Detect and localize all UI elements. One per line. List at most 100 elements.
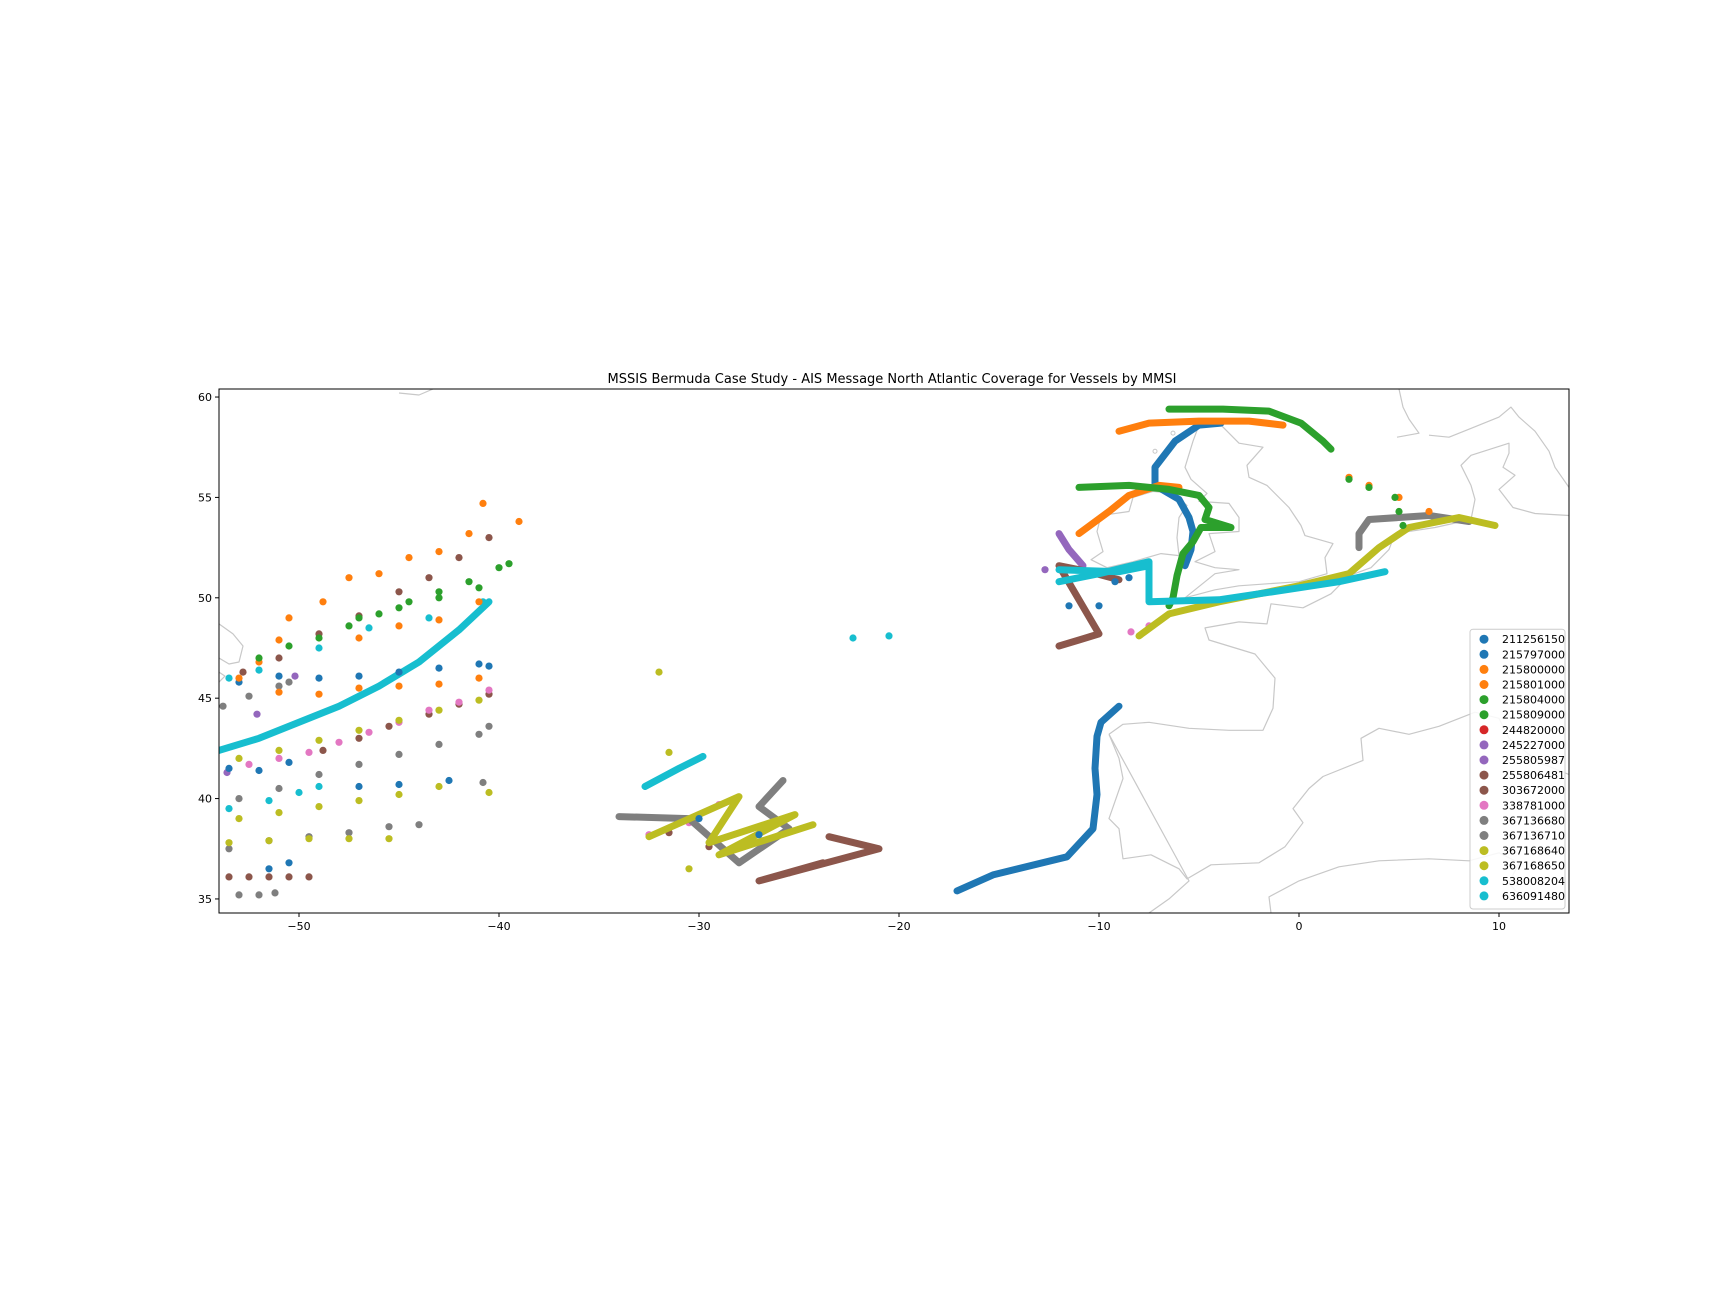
series-303672000-point-13 — [319, 746, 327, 755]
series-215800000-extra-2-point-10 — [479, 499, 487, 507]
series-367136680-point-16 — [355, 760, 363, 769]
series-211256150-extra-1-point-15 — [265, 865, 273, 873]
coastline-8 — [219, 623, 244, 665]
legend-marker-215797000 — [1479, 649, 1489, 659]
series-211256150-extra-1-point-0 — [225, 764, 233, 773]
plot-frame — [218, 388, 1570, 914]
series-538008204-extra-0-point-6 — [225, 674, 233, 682]
series-215809000-extra-3-point-18 — [1399, 521, 1407, 530]
series-303672000-point-1 — [245, 873, 253, 881]
series-367168640-point-18 — [485, 788, 493, 797]
series-367136680-point-6 — [219, 702, 227, 710]
series-367168640-point-6 — [275, 746, 283, 755]
series-245227000-track-0 — [1055, 530, 1087, 570]
series-215800000-track-0 — [1115, 417, 1287, 435]
island-1 — [959, 943, 963, 947]
legend-marker-367168650 — [1479, 861, 1489, 871]
legend-marker-245227000 — [1479, 740, 1489, 750]
series-538008204-extra-0-point-5 — [315, 782, 323, 791]
series-215809000-extra-3-point-10 — [395, 604, 403, 612]
x-axis: −50 −40 −30 −20 −10 0 10 — [287, 913, 1506, 933]
series-255805987-point-2 — [291, 672, 299, 680]
legend-label-367136680: 367136680 — [1502, 814, 1565, 827]
series-367136680-point-0 — [225, 845, 233, 853]
coastline-0 — [1108, 442, 1569, 735]
series-338781000-point-3 — [335, 738, 343, 746]
x-tick-label-10: 10 — [1492, 920, 1506, 933]
series-367168640-point-12 — [235, 815, 243, 823]
series-338781000-point-0 — [245, 760, 253, 769]
series-215800000-extra-2-point-20 — [435, 680, 443, 688]
series-367136680-point-21 — [479, 778, 487, 787]
legend-marker-303672000 — [1479, 785, 1489, 795]
series-215800000-extra-2-point-4 — [319, 598, 327, 606]
legend-marker-636091480 — [1479, 891, 1489, 901]
series-338781000-point-2 — [305, 748, 313, 757]
series-367136680-point-11 — [255, 891, 263, 899]
series-367168640-point-1 — [265, 837, 273, 845]
legend-label-215809000: 215809000 — [1502, 709, 1565, 722]
y-tick-label-50: 50 — [198, 592, 212, 605]
series-303672000-point-4 — [305, 873, 313, 881]
series-367168640-point-9 — [395, 716, 403, 724]
series-538008204-track-0 — [219, 598, 493, 754]
series-211256150-extra-1-point-7 — [275, 672, 283, 680]
series-215809000-extra-3-point-15 — [1365, 483, 1373, 491]
series-215800000-extra-2-point-8 — [435, 548, 443, 556]
series-338781000-point-7 — [455, 698, 463, 706]
series-367136680-point-14 — [275, 784, 283, 793]
series-338781000-point-8 — [485, 686, 493, 694]
series-367136680-point-8 — [275, 682, 283, 690]
series-303672000-point-9 — [395, 588, 403, 596]
series-367168640-point-7 — [315, 736, 323, 744]
y-tick-label-60: 60 — [198, 391, 212, 404]
series-367136680-point-12 — [271, 889, 279, 897]
series-367168640-point-8 — [355, 726, 363, 734]
series-538008204-extra-0-point-1 — [885, 632, 893, 640]
series-255806481-track-1 — [755, 833, 883, 885]
x-tick-label--10: −10 — [1087, 920, 1110, 933]
legend-marker-215800000 — [1479, 664, 1489, 674]
legend-marker-367136710 — [1479, 831, 1489, 840]
series-367168640-point-20 — [665, 748, 673, 757]
series-215809000-extra-3-point-17 — [1395, 507, 1403, 516]
series-211256150-extra-1-point-8 — [315, 674, 323, 682]
series-211256150-extra-1-point-10 — [395, 668, 403, 676]
series-367168640-point-16 — [395, 790, 403, 799]
series-211256150-extra-1-point-2 — [285, 758, 293, 767]
y-tick-label-55: 55 — [198, 491, 212, 504]
series-211256150-extra-1-point-9 — [355, 672, 363, 680]
coastline-9 — [219, 671, 226, 683]
series-215809000-extra-3-point-6 — [435, 588, 443, 596]
y-axis: 35 40 45 50 55 60 — [198, 391, 219, 906]
series-367168640-point-3 — [345, 835, 353, 843]
series-303672000-point-21 — [785, 869, 793, 877]
series-538008204-extra-0-point-9 — [365, 624, 373, 632]
island-2 — [1170, 430, 1176, 436]
series-215800000-extra-2-point-17 — [315, 690, 323, 698]
legend-marker-244820000 — [1479, 725, 1489, 735]
series-211256150-track-0 — [953, 702, 1123, 895]
series-367136680-point-10 — [235, 891, 243, 899]
series-211256150-extra-1-point-12 — [475, 660, 483, 668]
series-367168640-point-13 — [275, 809, 283, 817]
series-215809000-extra-3-point-14 — [1345, 475, 1353, 483]
legend-label-215800000: 215800000 — [1502, 663, 1565, 676]
x-tick-label--50: −50 — [287, 920, 310, 933]
coastline-6 — [1396, 389, 1420, 438]
series-367168640-point-14 — [315, 803, 323, 811]
series-211256150-extra-1-point-18 — [1095, 602, 1103, 610]
series-367168650-track-1 — [1135, 514, 1499, 640]
series-303672000-point-6 — [275, 654, 283, 662]
series-367168640-point-11 — [475, 696, 483, 704]
series-367136680-point-20 — [485, 722, 493, 730]
series-215809000-extra-3-point-12 — [475, 584, 483, 592]
series-215800000-extra-2-point-5 — [345, 574, 353, 582]
series-215809000-extra-3-point-3 — [345, 622, 353, 630]
series-215800000-extra-2-point-21 — [475, 674, 483, 682]
series-367168640-point-2 — [305, 835, 313, 843]
legend-label-211256150: 211256150 — [1502, 633, 1565, 646]
series-367136680-point-17 — [395, 750, 403, 759]
series-211256150-extra-1-point-17 — [755, 831, 763, 839]
series-367168640-point-15 — [355, 797, 363, 805]
